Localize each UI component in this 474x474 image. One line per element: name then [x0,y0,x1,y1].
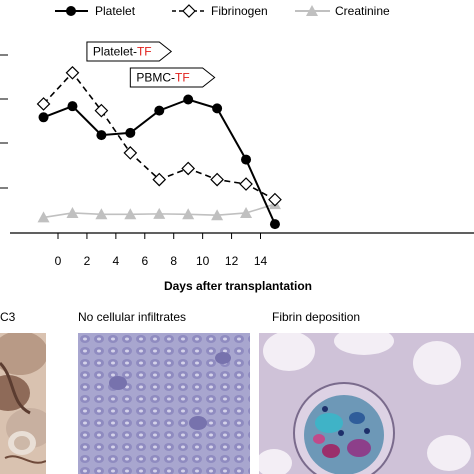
platelet-point [241,154,252,165]
axes: 0 2 4 6 8 10 12 14 Days after transplantation [0,54,474,293]
chart: Platelet Fibrinogen Creatinine Platelet-… [0,4,474,293]
annotation-arrow-2 [129,67,216,88]
fibrinogen-point [268,192,282,207]
annotation-text-1: Platelet-TF [93,45,152,59]
creatinine-point [211,209,224,221]
annotation-prefix: PBMC- [136,71,175,85]
fibrinogen-point [152,172,167,187]
creatinine-point [153,207,166,219]
platelet-point [269,219,280,230]
x-tick-label: 12 [225,254,239,268]
fibrinogen-point [239,177,253,191]
creatinine-point [182,208,195,220]
legend-creatinine-marker [306,5,318,16]
panel-middle-label: No cellular infiltrates [78,310,187,324]
panel-left-label: C3 [0,310,16,324]
x-tick-label: 14 [254,254,268,268]
panel-right-label: Fibrin deposition [272,310,361,324]
fibrinogen-point [210,172,224,187]
platelet-point [212,103,223,114]
legend-fibrinogen-marker [182,4,196,18]
legend-creatinine-label: Creatinine [335,4,390,18]
platelet-point [38,112,49,123]
creatinine-point [37,211,50,223]
x-axis-label: Days after transplantation [164,279,312,293]
creatinine-point [240,206,253,218]
annotation-highlight: TF [137,45,152,59]
x-tick-label: 8 [170,254,177,268]
x-tick-label: 2 [84,254,91,268]
creatinine-point [95,208,108,220]
platelet-point [96,130,107,141]
fibrinogen-point [94,103,109,118]
annotation-prefix: Platelet- [93,45,137,59]
creatinine-point [124,208,137,220]
annotation-highlight: TF [175,71,190,85]
annotation-text-2: PBMC-TF [136,71,189,85]
platelet-point [125,127,136,138]
x-tick-label: 4 [113,254,120,268]
fibrinogen-point [36,97,51,111]
platelet-line [43,98,276,225]
series [36,65,282,230]
annotation-arrow-1 [86,41,173,62]
fibrinogen-point [181,161,196,176]
platelet-point [67,101,78,112]
legend-fibrinogen-label: Fibrinogen [211,4,268,18]
x-tick-label: 0 [55,254,62,268]
x-tick-label: 10 [196,254,210,268]
legend: Platelet Fibrinogen Creatinine [55,4,390,18]
creatinine-point [66,206,79,218]
platelet-point [154,105,165,116]
platelet-point [183,94,194,105]
x-ticks: 0 2 4 6 8 10 12 14 [55,233,268,268]
panel-middle-image [78,333,250,474]
legend-platelet-label: Platelet [95,4,136,18]
fibrinogen-point [65,65,80,80]
panel-left-image [0,333,46,474]
panel-right-image [259,333,474,474]
fibrinogen-point [123,146,138,160]
legend-platelet-marker [66,6,76,16]
x-tick-label: 6 [141,254,148,268]
